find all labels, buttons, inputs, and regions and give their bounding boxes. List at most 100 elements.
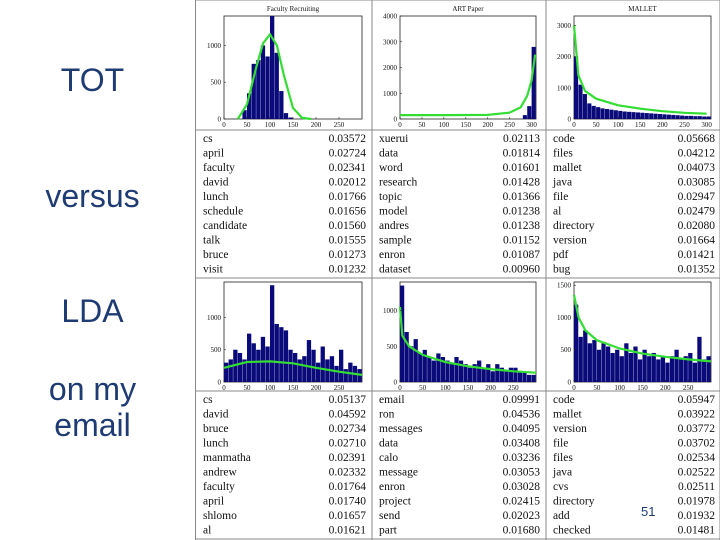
bar <box>628 352 634 382</box>
table-prob: 0.01087 <box>503 249 541 261</box>
table-prob: 0.02023 <box>503 510 541 522</box>
y-tick-label: 500 <box>211 346 222 354</box>
table-word: code <box>553 133 575 145</box>
y-tick-label: 1000 <box>383 307 398 315</box>
table-prob: 0.02341 <box>329 162 367 174</box>
x-tick-label: 200 <box>311 121 322 129</box>
x-tick-label: 150 <box>463 384 474 392</box>
bar <box>237 352 243 382</box>
table-word: java <box>552 177 572 189</box>
fit-curve <box>223 360 363 376</box>
table-prob: 0.05668 <box>678 133 716 145</box>
table-prob: 0.02710 <box>329 438 367 450</box>
x-tick-label: 100 <box>265 121 276 129</box>
bar <box>624 343 629 382</box>
y-tick-label: 0 <box>568 116 572 124</box>
bar <box>587 103 592 119</box>
table-word: manmatha <box>203 452 251 464</box>
table-word: data <box>379 438 398 450</box>
table-prob: 0.04095 <box>503 423 541 435</box>
bar <box>279 327 284 382</box>
table-prob: 0.03236 <box>503 452 541 464</box>
plot-lda-mallet: 0 50 100 150 200 250 0 500 1000 1500 <box>557 281 712 392</box>
figure-grid: Faculty Recruiting 0 50 100 150 200 250 0 500 100… <box>195 0 720 540</box>
bar <box>583 330 588 382</box>
bar <box>574 56 579 119</box>
table-word: david <box>203 409 229 421</box>
x-tick-label: 50 <box>244 384 252 392</box>
table-prob: 0.01560 <box>329 220 367 232</box>
y-tick-label: 3000 <box>557 22 572 30</box>
bar <box>302 356 307 382</box>
fit-curve <box>572 294 712 363</box>
table-word: bruce <box>203 423 229 435</box>
y-tick-label: 1000 <box>557 314 572 322</box>
table-word: april <box>203 148 224 160</box>
table-prob: 0.03772 <box>678 423 716 435</box>
label-on-my: on my <box>48 371 137 407</box>
table-prob: 0.01764 <box>329 481 367 493</box>
x-tick-label: 150 <box>637 384 648 392</box>
plot-frame <box>399 15 537 120</box>
x-tick-label: 50 <box>419 384 427 392</box>
bar <box>316 362 321 382</box>
bar <box>701 359 707 382</box>
bar <box>508 367 514 382</box>
table-prob: 0.01366 <box>503 191 541 203</box>
y-tick-label: 2000 <box>383 64 398 72</box>
table-word: cvs <box>553 481 569 493</box>
table-prob: 0.01238 <box>503 206 541 218</box>
table-word: cs <box>203 133 213 145</box>
bar <box>490 371 495 382</box>
bar <box>633 346 638 382</box>
table-word: data <box>379 148 398 160</box>
bar <box>619 356 624 382</box>
table-prob: 0.01657 <box>329 510 367 522</box>
bar <box>329 356 335 382</box>
table-prob: 0.02511 <box>678 481 715 493</box>
bar <box>693 116 698 119</box>
bar <box>256 349 261 382</box>
bar <box>692 362 697 382</box>
bar <box>468 367 473 382</box>
bar <box>440 357 446 382</box>
bar <box>481 367 486 382</box>
bar <box>288 349 293 382</box>
table-word: directory <box>553 220 595 232</box>
bar <box>666 114 671 119</box>
bar <box>242 110 247 119</box>
table-prob: 0.02391 <box>329 452 367 464</box>
bar <box>642 349 647 382</box>
table-word: faculty <box>203 162 235 174</box>
table-prob: 0.01932 <box>678 510 716 522</box>
bar <box>635 112 640 119</box>
plot-frame <box>223 15 363 120</box>
bar <box>662 114 667 119</box>
table-word: version <box>553 235 587 247</box>
bar <box>418 353 423 382</box>
bar <box>283 330 289 382</box>
table-prob: 0.02113 <box>503 133 540 145</box>
table-lda-table-faculty-recruiting: cs 0.05137 david 0.04592 bruce 0.02734 lunch 0.… <box>203 394 366 537</box>
table-word: candidate <box>203 220 247 232</box>
y-tick-label: 500 <box>561 346 572 354</box>
bar <box>260 336 266 382</box>
bar <box>256 60 261 119</box>
plot-title: Faculty Recruiting <box>267 5 320 13</box>
table-prob: 0.04592 <box>329 409 367 421</box>
bar <box>631 112 636 119</box>
plot-title: ART Paper <box>452 5 484 13</box>
x-tick-label: 250 <box>679 121 690 129</box>
bar <box>587 343 592 382</box>
bar <box>495 364 500 382</box>
table-word: mallet <box>553 409 583 421</box>
bar <box>618 110 623 119</box>
bar <box>596 349 602 382</box>
table-word: add <box>553 510 570 522</box>
x-tick-label: 50 <box>418 121 426 129</box>
bar <box>504 371 509 382</box>
table-lda-table-mallet: code 0.05947 mallet 0.03922 version 0.03772 fi… <box>552 394 715 537</box>
x-tick-label: 100 <box>265 384 276 392</box>
table-word: topic <box>379 191 402 203</box>
